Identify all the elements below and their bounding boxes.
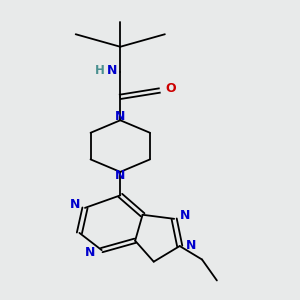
Text: N: N [115,169,125,182]
Text: N: N [107,64,117,77]
Text: N: N [69,198,80,211]
Text: H: H [95,64,105,77]
Text: N: N [115,110,125,123]
Text: N: N [85,246,96,259]
Text: N: N [180,209,190,222]
Text: O: O [165,82,176,95]
Text: N: N [186,239,196,252]
